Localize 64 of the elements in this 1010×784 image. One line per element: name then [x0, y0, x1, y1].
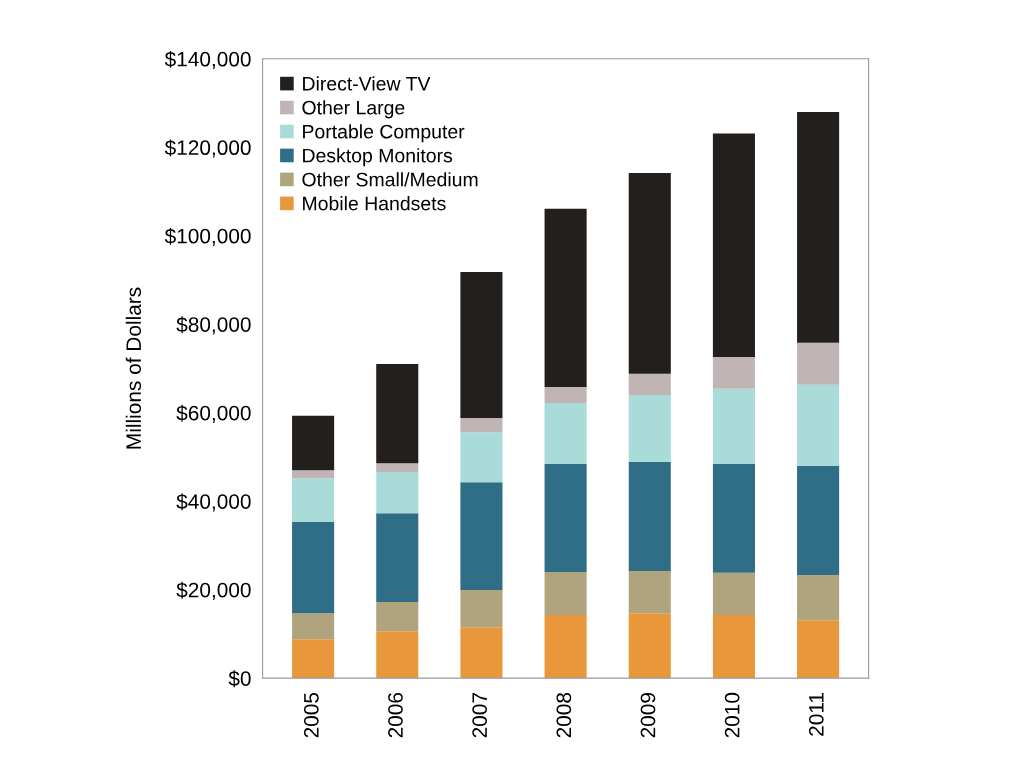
bar — [628, 172, 671, 374]
y-tick-label: $80,000 — [176, 316, 251, 335]
bar — [460, 432, 503, 483]
y-tick-label: $40,000 — [176, 493, 251, 512]
legend-label: Desktop Monitors — [303, 148, 453, 167]
legend-label: Other Large — [302, 100, 405, 119]
x-tick-label: 2006 — [388, 692, 403, 738]
bar — [544, 571, 587, 615]
bar — [712, 388, 755, 465]
bar — [628, 395, 671, 462]
bar — [712, 614, 755, 679]
y-axis-title: Millions of Dollars — [125, 287, 142, 449]
legend-label: Mobile Handsets — [303, 196, 446, 211]
bar — [797, 342, 840, 385]
y-tick-label: $120,000 — [164, 139, 251, 158]
bar — [376, 472, 419, 514]
y-tick-label: $20,000 — [176, 581, 251, 600]
bar — [376, 364, 419, 464]
bar — [712, 356, 755, 389]
bar — [460, 272, 503, 419]
x-tick-label: 2008 — [556, 692, 572, 738]
legend-label: Portable Computer — [303, 124, 465, 143]
bar — [797, 384, 840, 466]
bar — [292, 613, 335, 640]
bar — [712, 572, 755, 615]
bar — [460, 627, 503, 679]
bar — [376, 631, 419, 679]
bar — [628, 461, 671, 572]
bar — [460, 482, 503, 591]
bar — [376, 602, 419, 632]
bar — [376, 513, 419, 603]
bar — [628, 571, 671, 614]
bar — [376, 463, 419, 472]
bar — [292, 470, 335, 479]
x-tick-label: 2007 — [472, 693, 488, 738]
bar — [712, 133, 755, 357]
x-tick-label: 2010 — [724, 692, 740, 738]
bar — [544, 464, 587, 572]
bar — [460, 590, 503, 628]
bar — [292, 639, 335, 679]
bar — [544, 387, 587, 403]
bar — [712, 464, 755, 573]
bar — [292, 415, 335, 471]
bar — [797, 575, 840, 621]
bar — [628, 613, 671, 679]
y-tick-label: $0 — [228, 670, 251, 688]
bar — [544, 614, 587, 679]
bar — [797, 465, 840, 576]
bar — [292, 478, 335, 522]
bar — [797, 111, 840, 343]
bar — [460, 418, 503, 433]
y-tick-label: $140,000 — [164, 50, 251, 70]
bar — [628, 373, 671, 396]
bar — [797, 620, 840, 679]
bar — [544, 402, 587, 465]
x-tick-label: 2009 — [640, 693, 656, 738]
x-tick-label: 2005 — [303, 692, 319, 738]
y-tick-label: $100,000 — [164, 227, 251, 246]
x-tick-label: 2011 — [808, 693, 824, 736]
legend-label: Direct-View TV — [303, 76, 431, 91]
y-tick-label: $60,000 — [176, 404, 251, 423]
legend-label: Other Small/Medium — [302, 172, 478, 187]
bar — [544, 208, 587, 388]
bar — [292, 521, 335, 614]
